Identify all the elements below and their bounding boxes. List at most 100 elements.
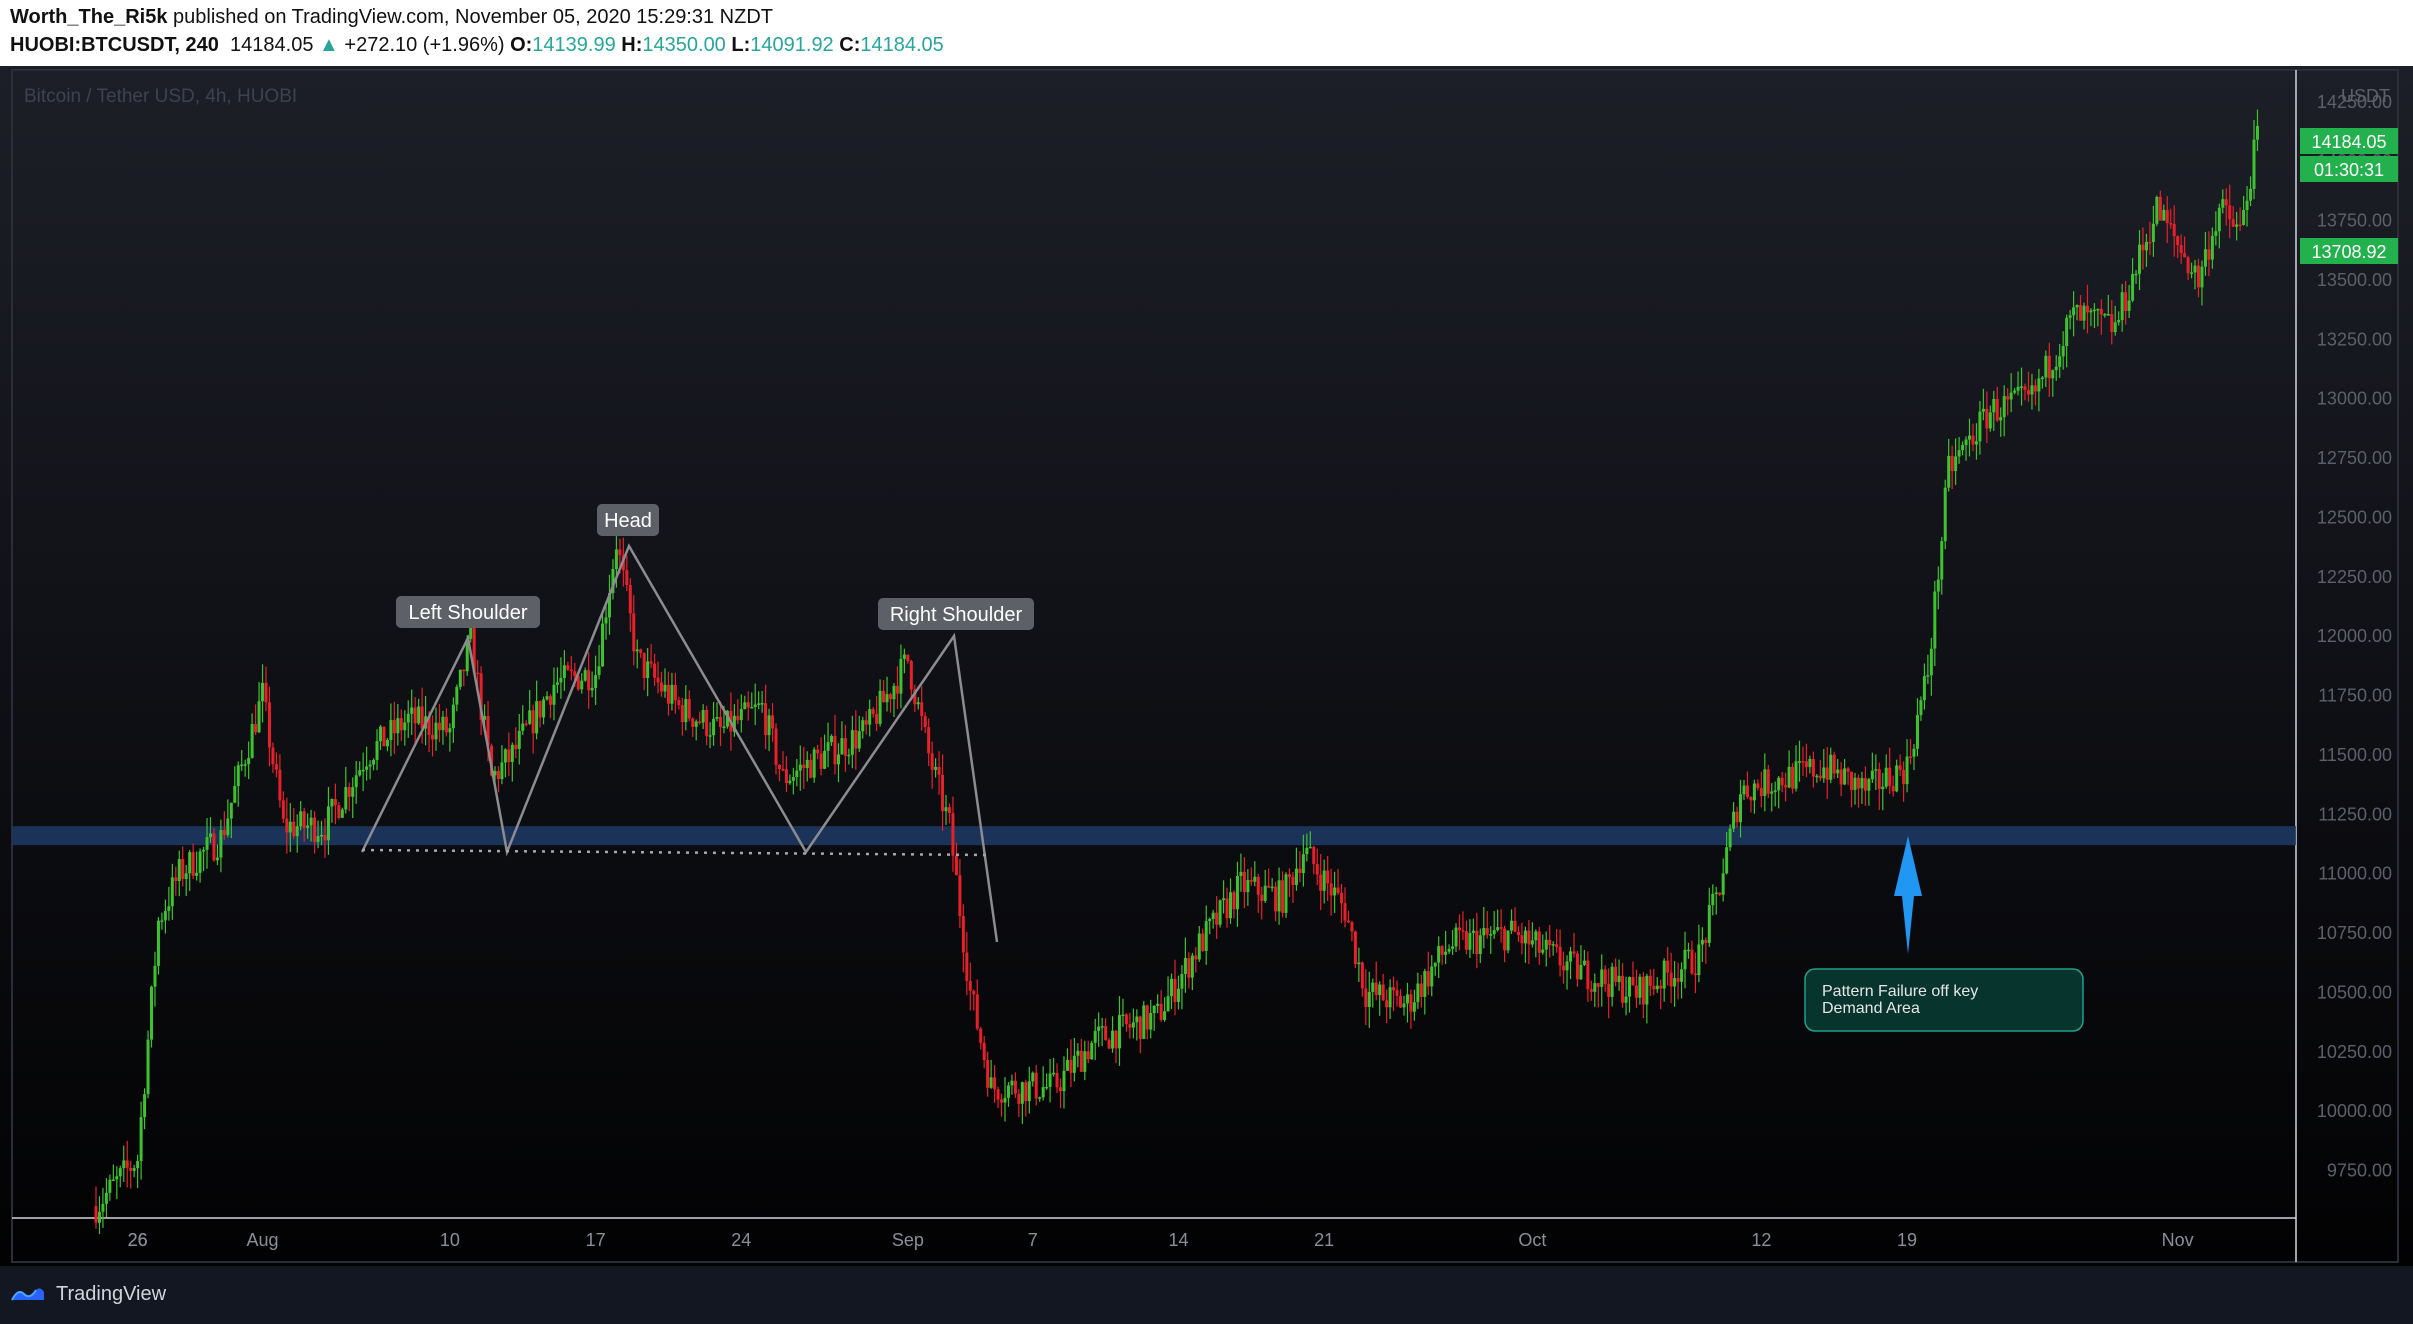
candle-body: [2235, 224, 2239, 227]
candle-body: [1898, 765, 1902, 770]
author-name[interactable]: Worth_The_Ri5k: [10, 6, 168, 28]
head-shoulders-pattern[interactable]: [360, 543, 999, 943]
candle-body: [562, 665, 566, 678]
candle-body: [1641, 976, 1645, 1005]
right-shoulder-label[interactable]: Right Shoulder: [878, 598, 1034, 630]
candle-body: [1031, 1072, 1035, 1082]
candle-body: [177, 859, 181, 882]
candle-body: [448, 728, 452, 733]
candle-body: [548, 696, 552, 705]
candle-body: [441, 716, 445, 731]
candle-body: [1492, 930, 1496, 935]
candle-body: [111, 1179, 115, 1181]
candle-body: [163, 910, 167, 921]
candle-body: [1430, 966, 1434, 987]
pattern-failure-note[interactable]: Pattern Failure off key Demand Area: [1804, 968, 2084, 1032]
candle-body: [320, 834, 324, 837]
candle-body: [1090, 1042, 1094, 1060]
pattern-outline[interactable]: [360, 543, 999, 943]
candle-body: [1229, 892, 1233, 919]
candle-body: [396, 718, 400, 734]
candle-body: [1197, 933, 1201, 960]
candle-body: [1846, 768, 1850, 772]
candle-body: [1527, 930, 1531, 945]
candle-body: [587, 670, 591, 691]
candle-body: [2082, 305, 2086, 321]
candle-body: [1301, 854, 1305, 874]
candle-body: [1957, 450, 1961, 457]
time-tick-label: 24: [731, 1230, 751, 1250]
candle-body: [1804, 761, 1808, 768]
candle-body: [483, 716, 487, 720]
left-shoulder-bg: [396, 596, 540, 628]
candle-body: [1683, 949, 1687, 970]
candle-body: [885, 694, 889, 703]
candle-body: [1000, 1099, 1004, 1103]
time-tick-label: 17: [586, 1230, 606, 1250]
candle-body: [791, 777, 795, 781]
candle-body: [1513, 920, 1517, 932]
candle-body: [2113, 322, 2117, 333]
publish-header: Worth_The_Ri5k published on TradingView.…: [0, 0, 2413, 66]
candle-body: [2249, 188, 2253, 201]
candle-body: [1749, 797, 1753, 801]
candle-body: [118, 1168, 122, 1177]
candle-body: [531, 710, 535, 734]
candle-body: [406, 713, 410, 723]
candle-body: [1558, 946, 1562, 966]
candle-body: [684, 698, 688, 723]
candle-body: [2006, 396, 2010, 400]
candle-body: [812, 749, 816, 778]
candle-body: [1697, 944, 1701, 976]
candle-body: [1551, 944, 1555, 946]
candle-body: [2169, 223, 2173, 225]
candle-body: [809, 759, 813, 778]
level-badge-bg: [2300, 238, 2398, 264]
candle-body: [1263, 885, 1267, 901]
tradingview-logo[interactable]: TradingView: [8, 1282, 166, 1306]
candle-body: [2072, 307, 2076, 316]
candle-body: [1725, 847, 1729, 874]
candle-body: [1940, 541, 1944, 580]
candle-body: [691, 718, 695, 727]
candle-body: [514, 744, 518, 749]
candle-body: [823, 750, 827, 769]
candle-body: [174, 877, 178, 882]
candle-body: [1832, 754, 1836, 774]
candle-body: [2131, 274, 2135, 301]
candle-body: [1392, 987, 1396, 991]
candle-body: [2120, 292, 2124, 320]
candle-body: [1645, 975, 1649, 1005]
candle-body: [545, 696, 549, 700]
candle-body: [295, 826, 299, 837]
candle-body: [188, 852, 192, 874]
candle-body: [1357, 962, 1361, 965]
candle-body: [2106, 313, 2110, 316]
chart-area[interactable]: Bitcoin / Tether USD, 4h, HUOBI 14250.00…: [0, 66, 2413, 1266]
demand-zone-rect: [12, 826, 2296, 846]
candle-body: [139, 1117, 143, 1162]
candle-body: [1163, 1011, 1167, 1020]
candle-body: [1041, 1087, 1045, 1098]
candle-body: [1312, 846, 1316, 865]
candle-body: [673, 684, 677, 701]
candle-body: [1121, 1014, 1125, 1017]
price-tick-label: 11000.00: [2318, 864, 2392, 884]
candle-body: [847, 754, 851, 757]
demand-arrow-icon[interactable]: [1894, 836, 1922, 954]
neckline[interactable]: [361, 848, 991, 857]
candle-body: [722, 726, 726, 729]
candle-body: [1034, 1072, 1038, 1099]
candle-body: [2231, 219, 2235, 227]
last-price-badge-text: 14184.05: [2311, 132, 2386, 152]
candle-body: [1405, 994, 1409, 1004]
candle-body: [1083, 1051, 1087, 1072]
candle-body: [2252, 139, 2256, 189]
candle-body: [288, 821, 292, 833]
candle-body: [1433, 962, 1437, 967]
candle-body: [1634, 985, 1638, 998]
chart-canvas[interactable]: Bitcoin / Tether USD, 4h, HUOBI 14250.00…: [0, 66, 2413, 1266]
head-label[interactable]: Head: [597, 504, 659, 536]
left-shoulder-label[interactable]: Left Shoulder: [396, 596, 540, 628]
